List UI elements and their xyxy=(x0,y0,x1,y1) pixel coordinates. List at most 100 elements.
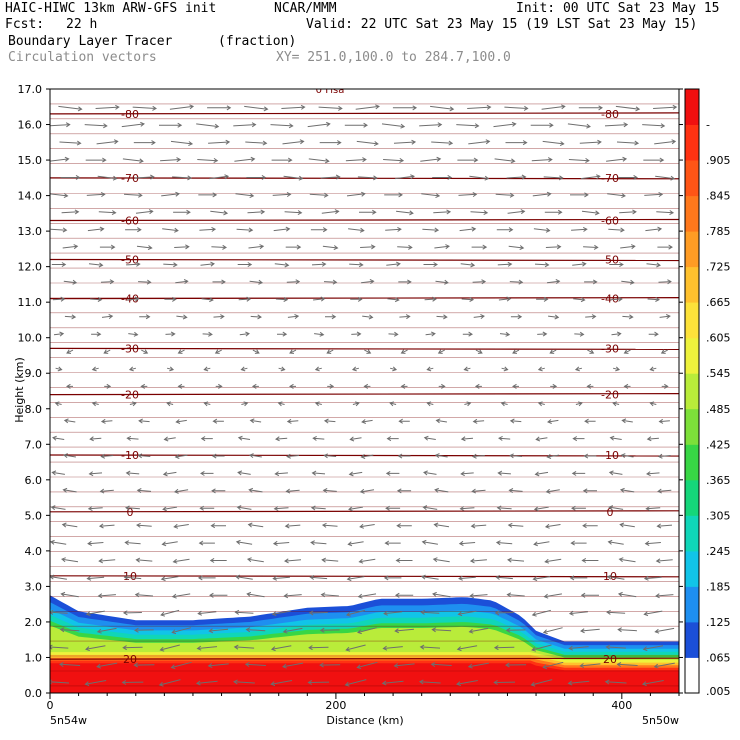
wind-vector xyxy=(531,644,552,652)
wind-vector xyxy=(432,557,450,563)
wind-vector xyxy=(139,314,151,320)
contour-line xyxy=(50,112,679,115)
wind-vector xyxy=(52,435,65,441)
wind-vector xyxy=(655,558,673,564)
wind-vector xyxy=(571,505,586,511)
temperature-contours: -80 -80-70 -70-60 -60-50 -50-40 -40-30 -30-20-… xyxy=(50,89,679,687)
wind-vector xyxy=(544,523,561,529)
wind-vector xyxy=(310,227,328,233)
wind-vector xyxy=(657,244,673,250)
wind-vector xyxy=(654,627,675,634)
wind-vector xyxy=(248,487,263,493)
wind-vector xyxy=(618,174,638,180)
wind-vector xyxy=(125,505,140,511)
wind-vector xyxy=(172,175,192,181)
wind-vector xyxy=(495,540,513,546)
wind-vector xyxy=(423,435,436,441)
wind-vector xyxy=(344,679,367,687)
wind-vector xyxy=(501,366,509,372)
wind-vector xyxy=(583,453,597,459)
wind-vector xyxy=(532,191,552,197)
wind-vector xyxy=(464,401,472,407)
wind-vector xyxy=(572,436,585,442)
wind-vector xyxy=(95,104,120,110)
wind-vector xyxy=(286,453,300,459)
header-org: NCAR/MMM xyxy=(274,1,337,16)
wind-vector xyxy=(123,574,142,580)
wind-vector xyxy=(160,609,180,617)
wind-vector xyxy=(345,157,367,163)
wind-vector xyxy=(274,262,290,268)
wind-vector xyxy=(252,349,260,354)
wind-vector xyxy=(50,539,67,545)
wind-vector xyxy=(362,314,374,320)
wind-vector xyxy=(497,261,513,267)
wind-vector xyxy=(123,192,143,198)
wind-vector xyxy=(312,435,325,441)
colorbar-label: .365 xyxy=(706,474,731,487)
wind-vector xyxy=(537,366,545,372)
wind-vector xyxy=(209,592,228,598)
wind-vector xyxy=(248,244,265,250)
wind-vector xyxy=(310,505,326,511)
wind-vector xyxy=(348,471,363,477)
wind-vector xyxy=(323,279,338,285)
wind-vector xyxy=(436,314,448,320)
wind-vector xyxy=(89,436,102,442)
wind-vector xyxy=(622,314,634,320)
wind-vector xyxy=(460,262,476,268)
wind-vector xyxy=(609,262,624,268)
wind-vector xyxy=(642,123,666,129)
colorbar-label: .665 xyxy=(706,296,731,309)
wind-vector xyxy=(311,470,326,476)
wind-vector xyxy=(642,645,664,652)
wind-vector xyxy=(649,401,657,407)
wind-vector xyxy=(359,488,375,494)
wind-vector xyxy=(124,540,141,546)
wind-vector xyxy=(654,139,677,145)
wind-vector xyxy=(433,209,452,215)
wind-vector xyxy=(96,627,117,634)
wind-vector xyxy=(350,296,363,302)
y-tick-label: 14.0 xyxy=(18,190,43,203)
wind-vector xyxy=(533,541,550,547)
wind-vector xyxy=(50,644,69,650)
wind-vector xyxy=(468,627,489,634)
wind-vector xyxy=(355,104,380,110)
wind-vector xyxy=(272,540,290,546)
wind-vector xyxy=(97,175,118,181)
contour-label: -20 xyxy=(601,389,619,402)
wind-vector xyxy=(319,627,340,633)
y-tick-label: 15.0 xyxy=(18,154,43,167)
wind-vector xyxy=(381,680,404,686)
wind-vector xyxy=(171,593,191,599)
wind-vector xyxy=(241,401,249,407)
wind-vector xyxy=(437,349,445,354)
contour-label: -50 xyxy=(601,254,619,267)
wind-vector xyxy=(611,331,622,337)
wind-vector xyxy=(542,627,563,635)
wind-vector xyxy=(423,262,438,268)
wind-vector xyxy=(468,139,491,145)
header-model: HAIC-HIWC 13km ARW-GFS init xyxy=(5,1,217,16)
y-tick-label: 6.0 xyxy=(25,474,43,487)
wind-vector xyxy=(606,609,626,615)
colorbar-swatch xyxy=(685,124,699,161)
wind-vector xyxy=(608,505,624,511)
wind-vector xyxy=(608,470,623,476)
wind-vector xyxy=(322,245,339,251)
wind-vector xyxy=(352,401,360,407)
wind-vector xyxy=(644,192,664,198)
wind-vector xyxy=(475,349,483,354)
wind-vector xyxy=(177,349,185,354)
wind-vector xyxy=(546,279,561,284)
wind-vector xyxy=(314,331,325,337)
wind-vector xyxy=(395,557,413,563)
wind-vector xyxy=(128,366,137,372)
wind-vector xyxy=(494,610,514,616)
wind-vector xyxy=(97,593,116,599)
wind-vector xyxy=(66,383,73,389)
wind-vector xyxy=(505,662,527,668)
wind-vector xyxy=(619,209,637,215)
